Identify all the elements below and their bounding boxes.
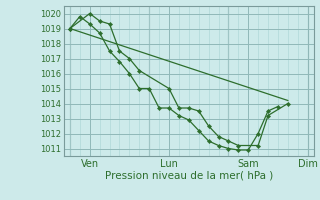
X-axis label: Pression niveau de la mer( hPa ): Pression niveau de la mer( hPa ) [105,170,273,180]
